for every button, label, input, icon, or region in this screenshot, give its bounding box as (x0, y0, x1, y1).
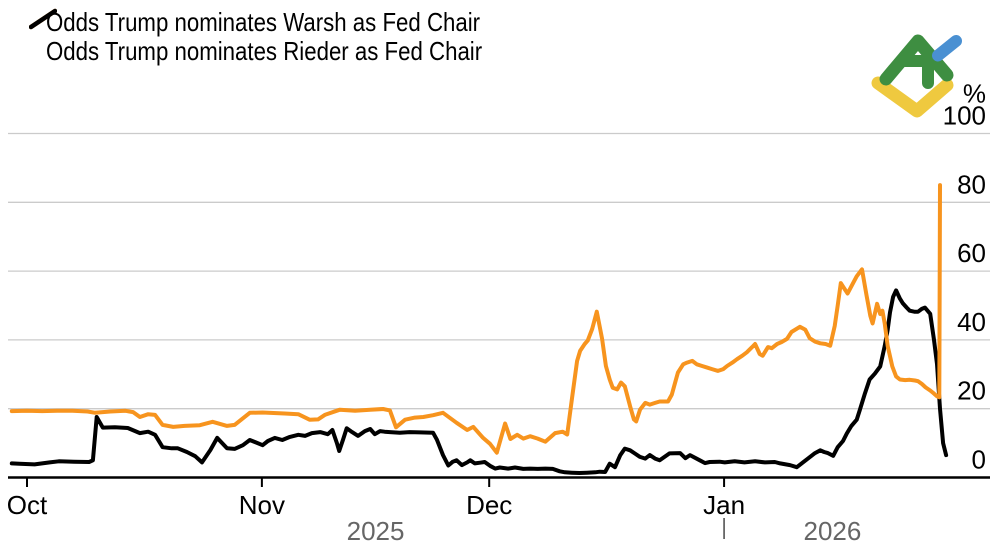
year-label-2026: 2026 (804, 516, 862, 545)
y-label-80: 80 (957, 169, 986, 199)
rieder-line-swatch-icon (29, 8, 57, 30)
y-label-0: 0 (972, 445, 986, 475)
legend-label-warsh: Odds Trump nominates Warsh as Fed Chair (46, 7, 481, 37)
y-axis-unit-label: % (963, 79, 986, 109)
legend-label-rieder: Odds Trump nominates Rieder as Fed Chair (46, 36, 483, 66)
logo-green-crossbar (899, 55, 934, 89)
y-label-20: 20 (957, 376, 986, 406)
legend-item-warsh: Odds Trump nominates Warsh as Fed Chair (29, 7, 556, 37)
warsh-series-line (9, 183, 942, 455)
litefinance-logo-icon (871, 34, 962, 118)
logo-green-peak (879, 34, 954, 86)
x-label-jan: Jan (703, 490, 745, 520)
logo-blue-accent (932, 35, 962, 62)
y-label-40: 40 (957, 307, 986, 337)
legend: Odds Trump nominates Warsh as Fed Chair … (29, 7, 556, 66)
y-label-60: 60 (957, 238, 986, 268)
x-label-dec: Dec (466, 490, 512, 520)
x-label-oct: Oct (7, 490, 48, 520)
rieder-series-line (9, 288, 949, 475)
logo-yellow-check (871, 76, 954, 118)
year-label-2025: 2025 (347, 516, 405, 545)
x-label-nov: Nov (239, 490, 285, 520)
y-label-100: 100 (943, 101, 986, 131)
legend-item-rieder: Odds Trump nominates Rieder as Fed Chair (29, 8, 556, 66)
